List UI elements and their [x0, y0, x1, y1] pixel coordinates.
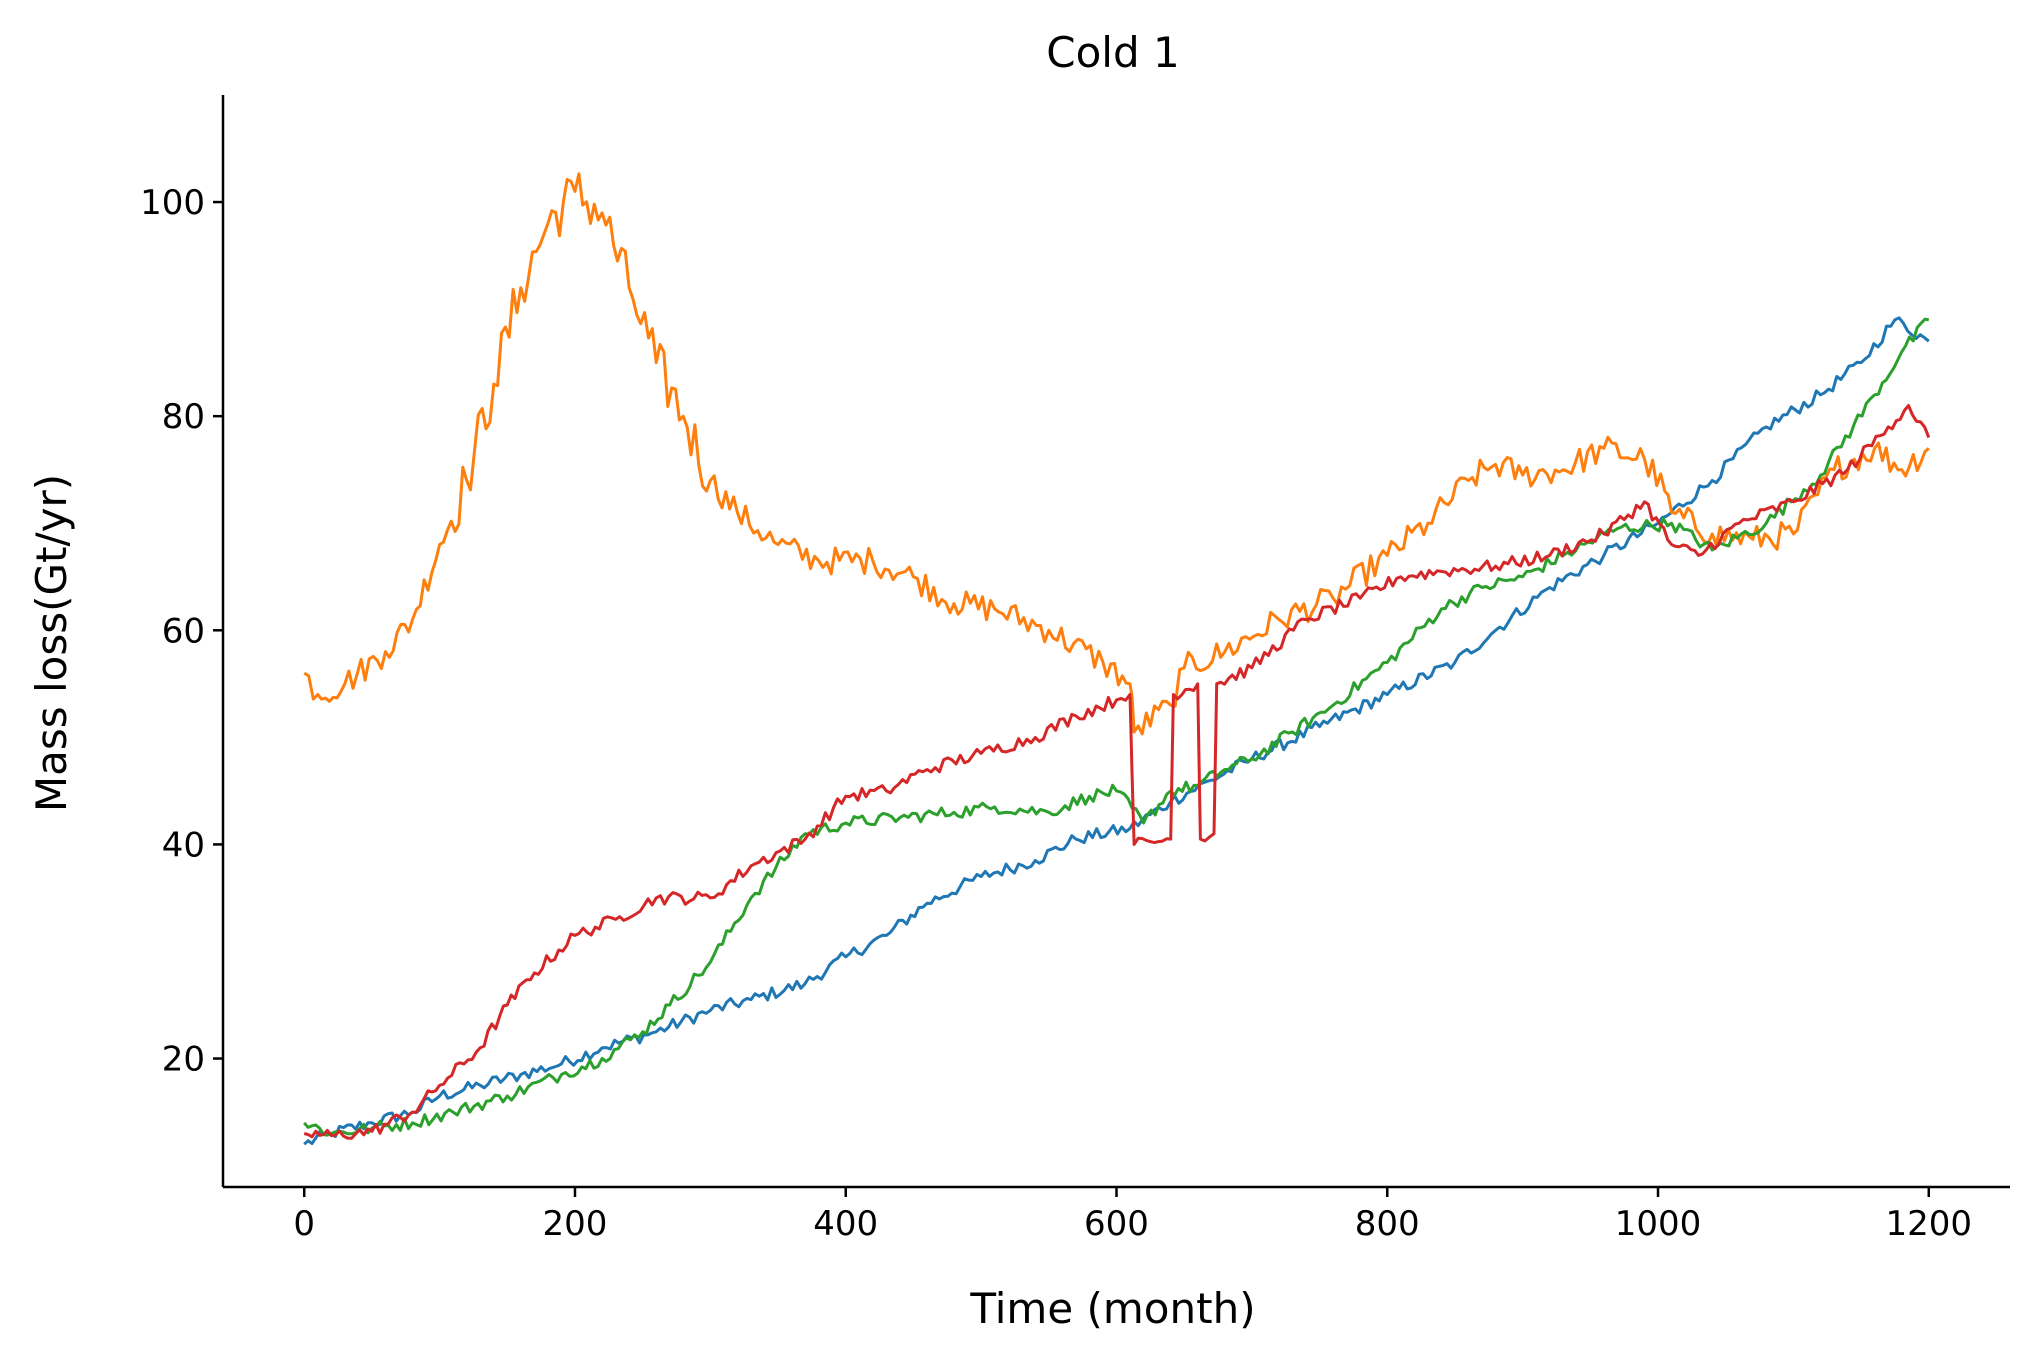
x-tick-label: 200 — [543, 1204, 608, 1244]
series-line-2 — [303, 172, 1930, 736]
chart-title: Cold 1 — [1046, 28, 1179, 77]
series-line-1 — [303, 316, 1930, 1146]
x-axis-ticks: 0 200 400 600 800 1000 1200 — [293, 1187, 1972, 1244]
y-tick-label: 80 — [162, 397, 205, 437]
x-tick-label: 1200 — [1886, 1204, 1973, 1244]
series-layer — [303, 172, 1931, 1146]
x-tick-label: 800 — [1355, 1204, 1420, 1244]
series-line-4 — [303, 404, 1931, 1140]
x-tick-label: 600 — [1084, 1204, 1149, 1244]
y-tick-label: 100 — [140, 183, 205, 223]
x-axis-title: Time (month) — [969, 1284, 1255, 1333]
y-tick-label: 60 — [162, 611, 205, 651]
x-tick-label: 400 — [813, 1204, 878, 1244]
x-tick-label: 1000 — [1615, 1204, 1702, 1244]
y-tick-label: 40 — [162, 825, 205, 865]
series-line-3 — [303, 317, 1929, 1137]
x-tick-label: 0 — [293, 1204, 315, 1244]
y-axis-ticks: 20 40 60 80 100 — [140, 183, 223, 1080]
y-tick-label: 20 — [162, 1040, 205, 1080]
y-axis-title: Mass loss(Gt/yr) — [27, 474, 76, 812]
